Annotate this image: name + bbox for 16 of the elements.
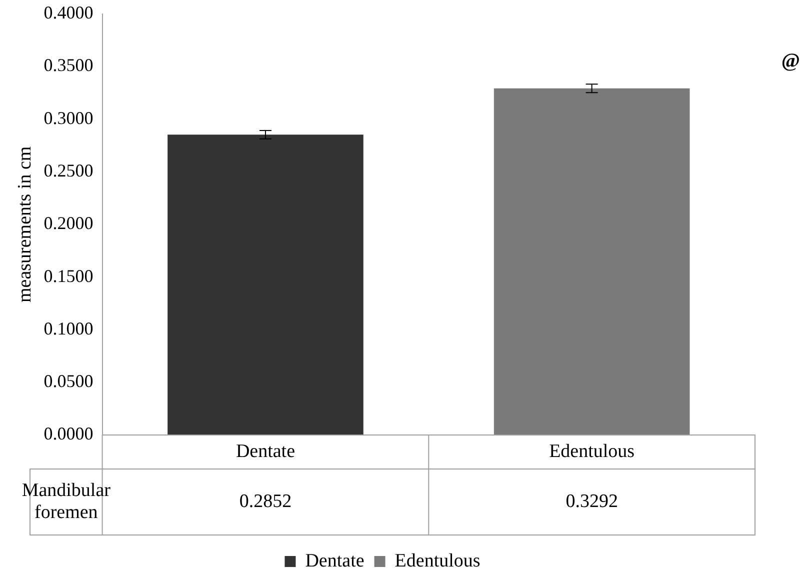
text: @ [781,50,800,72]
y-tick-label: 0.2000 [44,213,94,234]
data-label: 0.3292 [566,490,618,512]
legend-label: Dentate [305,550,364,572]
y-tick-label: 0.0500 [44,371,94,392]
y-tick-label: 0.2500 [44,160,94,180]
y-tick-label: 0.1000 [44,318,94,338]
legend-label: Edentulous [394,550,480,572]
y-tick-label: 0.3500 [44,55,94,76]
y-tick-label: 0.0000 [44,424,94,444]
y-tick-label: 0.4000 [44,2,94,23]
y-tick-label: 0.3000 [44,108,94,128]
text: Mandibular foremen [22,480,112,523]
y-axis-title: measurements in cm [14,146,36,302]
data-label: 0.2852 [239,490,292,512]
y-tick-label: 0.1500 [44,266,94,286]
